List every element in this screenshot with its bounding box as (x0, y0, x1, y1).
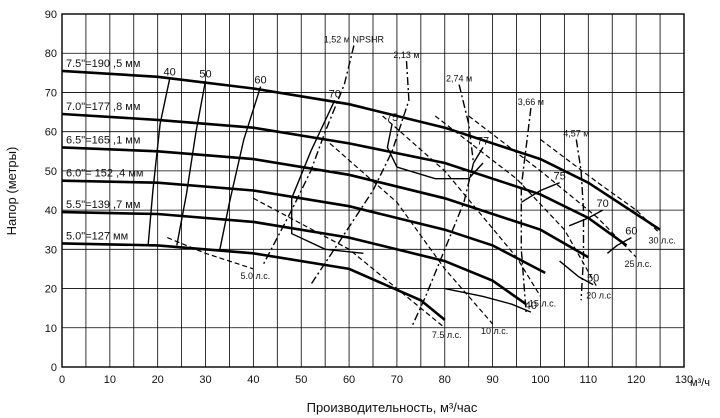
impeller-curve (61, 242, 446, 321)
efficiency-curve (219, 86, 262, 250)
curve-labels: 7.5"=190 ,5 мм 7.0"=177 ,8 мм 6.5"=165 ,1 … (66, 34, 676, 339)
power-label: 25 л.с. (625, 259, 652, 269)
efficiency-label: 60 (254, 75, 266, 87)
efficiency-label: 70 (597, 198, 609, 210)
power-curve (253, 197, 446, 329)
power-curve (434, 115, 599, 289)
efficiency-curve (386, 123, 484, 180)
npshr-label: 2,74 м (446, 74, 472, 84)
efficiency-curve (568, 209, 604, 227)
x-tick-label: 10 (104, 374, 116, 386)
efficiency-curve (520, 182, 560, 203)
power-curve (329, 142, 494, 325)
y-tick-label: 70 (45, 87, 57, 99)
y-tick-label: 50 (45, 166, 57, 178)
power-label: 15 л.с. (529, 298, 556, 308)
x-tick-label: 60 (343, 374, 355, 386)
power-label: 10 л.с. (481, 326, 508, 336)
impeller-curve (61, 112, 628, 247)
y-axis-title: Напор (метры) (4, 147, 19, 236)
efficiency-curve (291, 100, 364, 254)
y-tick-label: 10 (45, 323, 57, 335)
impeller-label: 6.0"= 152 ,4 мм (66, 168, 143, 180)
npshr-label: 3,66 м (518, 97, 544, 107)
grid (61, 13, 685, 368)
x-tick-label: 20 (152, 374, 164, 386)
impeller-label: 6.5"=165 ,1 мм (66, 134, 140, 146)
x-tick-label: 40 (247, 374, 259, 386)
impeller-label: 7.5"=190 ,5 мм (66, 58, 140, 70)
efficiency-label: 77 (477, 135, 489, 147)
power-label: 30 л.с. (648, 236, 675, 246)
power-curve (468, 115, 637, 258)
y-tick-label: 90 (45, 9, 57, 21)
y-tick-label: 60 (45, 127, 57, 139)
impeller-curve (61, 179, 546, 275)
efficiency-label: 75 (386, 112, 398, 124)
efficiency-label: 40 (525, 300, 537, 312)
power-curve (540, 139, 661, 235)
npshr-curve (520, 108, 532, 313)
efficiency-label: 50 (199, 69, 211, 81)
npshr-curve (262, 45, 355, 266)
efficiency-label: 75 (553, 171, 565, 183)
power-label: 7.5 л.с. (432, 330, 462, 340)
power-curve (382, 115, 542, 297)
x-tick-label: 80 (439, 374, 451, 386)
npshr-curve (310, 61, 410, 285)
npshr-label: 2,13 м (393, 50, 419, 60)
efficiency-label: 40 (164, 67, 176, 79)
x-tick-label: 30 (199, 374, 211, 386)
y-tick-label: 40 (45, 205, 57, 217)
impeller-curve (61, 69, 661, 231)
y-tick-label: 80 (45, 48, 57, 60)
axes (61, 13, 685, 368)
y-tick-labels: 0 10 20 30 40 50 60 70 80 90 (45, 9, 57, 374)
x-axis-title: Производительность, м³/час (307, 400, 478, 415)
x-tick-label: 110 (580, 374, 598, 386)
power-label: 20 л.с. (586, 291, 613, 301)
efficiency-label: 70 (329, 88, 341, 100)
efficiency-curves (147, 78, 632, 313)
npshr-curve (575, 139, 585, 301)
x-tick-label: 130 (675, 374, 693, 386)
x-tick-label: 50 (295, 374, 307, 386)
power-curve (167, 237, 254, 270)
power-label: 5.0 л.с. (241, 271, 271, 281)
npshr-curves (262, 45, 585, 329)
x-tick-label: 90 (486, 374, 498, 386)
efficiency-curve (444, 287, 532, 313)
x-tick-label: 70 (391, 374, 403, 386)
x-tick-labels: 0 10 20 30 40 50 60 70 80 90 100 110 120 130 (59, 374, 693, 386)
x-tick-label: 0 (59, 374, 65, 386)
impeller-curve (61, 210, 527, 306)
efficiency-curve (559, 260, 594, 286)
npshr-label: 4,57 м (563, 129, 589, 139)
efficiency-curve (606, 236, 632, 254)
y-tick-label: 0 (51, 362, 57, 374)
npshr-label: 1,52 м NPSHR (324, 34, 385, 44)
efficiency-label: 50 (587, 273, 599, 285)
impeller-label: 5.0"=127 мм (66, 230, 128, 242)
y-tick-label: 30 (45, 244, 57, 256)
power-curves (167, 115, 661, 329)
impeller-label: 7.0"=177 ,8 мм (66, 101, 140, 113)
efficiency-label: 60 (625, 226, 637, 238)
efficiency-curve (147, 78, 171, 246)
x-axis-unit: м³/ч (690, 377, 710, 389)
efficiency-curve (176, 80, 207, 246)
impeller-label: 5.5"=139 ,7 мм (66, 199, 140, 211)
x-tick-label: 120 (627, 374, 645, 386)
x-tick-label: 100 (531, 374, 549, 386)
y-tick-label: 20 (45, 284, 57, 296)
plot-frame (61, 13, 685, 368)
efficiency-curve (472, 147, 484, 164)
